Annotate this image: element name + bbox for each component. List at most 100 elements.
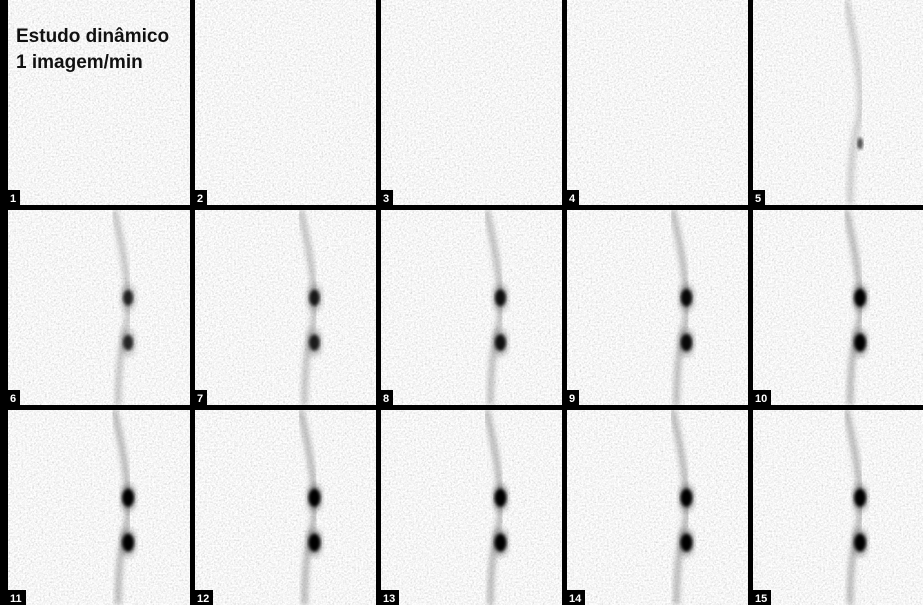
frame-label: 4 bbox=[569, 193, 576, 205]
spot bbox=[494, 533, 507, 552]
label-box bbox=[8, 590, 26, 605]
caption-line: Estudo dinâmico bbox=[16, 26, 169, 47]
noise bbox=[8, 410, 190, 605]
noise bbox=[381, 210, 562, 405]
frame: 11 bbox=[8, 410, 190, 605]
spot bbox=[308, 488, 321, 507]
frame-image bbox=[753, 0, 923, 205]
frame: 3 bbox=[381, 0, 562, 205]
frame-label: 5 bbox=[755, 193, 761, 205]
label-box bbox=[753, 390, 771, 405]
spot bbox=[857, 137, 864, 150]
spot bbox=[494, 488, 507, 507]
label-box bbox=[381, 190, 393, 205]
noise bbox=[195, 0, 376, 205]
frame: 2 bbox=[195, 0, 376, 205]
frame: 5 bbox=[753, 0, 923, 205]
spot bbox=[122, 533, 135, 552]
frame-image bbox=[567, 0, 748, 205]
vessel bbox=[670, 410, 690, 605]
vessel bbox=[843, 0, 863, 205]
label-box bbox=[8, 190, 20, 205]
frame-label: 3 bbox=[383, 193, 389, 205]
noise bbox=[567, 0, 748, 205]
noise bbox=[567, 210, 748, 405]
spot bbox=[122, 334, 134, 351]
frame: 6 bbox=[8, 210, 190, 405]
vessel bbox=[484, 410, 504, 605]
frame-image bbox=[381, 0, 562, 205]
vessel bbox=[111, 410, 131, 605]
frame-image bbox=[381, 410, 562, 605]
vessel bbox=[670, 210, 690, 405]
frame-label: 10 bbox=[755, 393, 767, 405]
frame-image bbox=[8, 410, 190, 605]
label-box bbox=[567, 390, 579, 405]
vessel bbox=[298, 210, 318, 405]
spot bbox=[309, 289, 320, 306]
frame-image bbox=[195, 410, 376, 605]
label-box bbox=[195, 190, 207, 205]
label-box bbox=[381, 590, 399, 605]
frame: 13 bbox=[381, 410, 562, 605]
frame-image bbox=[195, 210, 376, 405]
noise bbox=[753, 210, 923, 405]
noise bbox=[195, 410, 376, 605]
vessel bbox=[111, 210, 131, 405]
frame: 12 bbox=[195, 410, 376, 605]
frame-image bbox=[381, 210, 562, 405]
frame-image bbox=[8, 0, 190, 205]
label-box bbox=[195, 590, 213, 605]
frame-image bbox=[567, 210, 748, 405]
frame-label: 8 bbox=[383, 393, 389, 405]
label-box bbox=[753, 190, 765, 205]
spot bbox=[309, 334, 320, 351]
frame-label: 7 bbox=[197, 393, 203, 405]
frame: 10 bbox=[753, 210, 923, 405]
frame-label: 9 bbox=[569, 393, 575, 405]
frame-label: 12 bbox=[197, 593, 209, 605]
spot bbox=[122, 488, 135, 507]
label-box bbox=[381, 390, 393, 405]
spot bbox=[680, 533, 693, 552]
frame-image bbox=[195, 0, 376, 205]
noise bbox=[753, 0, 923, 205]
frame: 15 bbox=[753, 410, 923, 605]
spot bbox=[854, 488, 867, 507]
frame: 4 bbox=[567, 0, 748, 205]
noise bbox=[381, 410, 562, 605]
frame-label: 2 bbox=[197, 193, 203, 205]
spot bbox=[494, 334, 507, 351]
noise bbox=[8, 0, 190, 205]
spot bbox=[494, 289, 507, 307]
frame: 1 bbox=[8, 0, 190, 205]
frame-label: 1 bbox=[10, 193, 16, 205]
vessel bbox=[843, 210, 863, 405]
noise bbox=[381, 0, 562, 205]
frame-image bbox=[753, 210, 923, 405]
label-box bbox=[8, 390, 20, 405]
spot bbox=[122, 289, 134, 306]
frame: 9 bbox=[567, 210, 748, 405]
label-box bbox=[567, 190, 579, 205]
frame-label: 11 bbox=[10, 593, 22, 605]
spot bbox=[680, 289, 693, 307]
spot bbox=[854, 533, 867, 552]
frame: 7 bbox=[195, 210, 376, 405]
spot bbox=[854, 333, 867, 352]
frame-label: 13 bbox=[383, 593, 395, 605]
noise bbox=[567, 410, 748, 605]
caption-line: 1 imagem/min bbox=[16, 52, 143, 73]
noise bbox=[753, 410, 923, 605]
noise bbox=[8, 210, 190, 405]
frame-label: 6 bbox=[10, 393, 16, 405]
spot bbox=[854, 288, 867, 307]
frame-image bbox=[8, 210, 190, 405]
vessel bbox=[484, 210, 504, 405]
spot bbox=[308, 533, 321, 552]
frame: 8 bbox=[381, 210, 562, 405]
label-box bbox=[195, 390, 207, 405]
frame-image bbox=[567, 410, 748, 605]
